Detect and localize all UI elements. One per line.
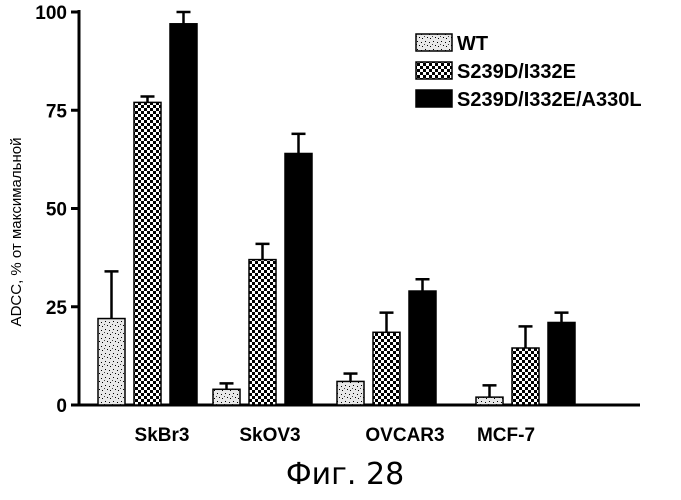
bar-mcf-7-s239d-i332e-a330l xyxy=(548,322,575,405)
bar-skov3-s239d-i332e xyxy=(249,260,276,405)
legend-label: S239D/I332E/A330L xyxy=(457,89,642,111)
legend-label: S239D/I332E xyxy=(457,61,576,83)
y-tick-label: 0 xyxy=(56,396,67,417)
figure-caption: Фиг. 28 xyxy=(286,457,404,492)
y-tick-label: 50 xyxy=(46,200,67,221)
x-tick-label: OVCAR3 xyxy=(365,425,444,446)
bar-ovcar3-s239d-i332e-a330l xyxy=(409,291,436,405)
legend-swatch xyxy=(416,62,452,79)
y-axis-label: ADCC, % от максимальной xyxy=(8,138,25,327)
y-tick-label: 25 xyxy=(46,298,68,319)
x-tick-label: SkBr3 xyxy=(135,425,190,446)
bar-ovcar3-s239d-i332e xyxy=(373,332,400,405)
legend-swatch xyxy=(416,34,452,51)
legend-label: WT xyxy=(457,33,488,55)
bar-skbr3-wt xyxy=(98,319,125,405)
bar-mcf-7-wt xyxy=(476,397,503,405)
y-tick-label: 100 xyxy=(35,3,67,24)
bar-skov3-s239d-i332e-a330l xyxy=(285,153,312,405)
bar-mcf-7-s239d-i332e xyxy=(512,348,539,405)
bar-skbr3-s239d-i332e-a330l xyxy=(170,24,197,405)
bar-skov3-wt xyxy=(213,389,240,405)
y-ticks: 0 25 50 75 100 xyxy=(35,3,79,417)
y-tick-label: 75 xyxy=(46,101,68,122)
x-labels: SkBr3 SkOV3 OVCAR3 MCF-7 xyxy=(135,425,535,446)
bar-ovcar3-wt xyxy=(337,381,364,405)
legend: WT S239D/I332E S239D/I332E/A330L xyxy=(416,33,642,111)
legend-swatch xyxy=(416,90,452,107)
x-tick-label: SkOV3 xyxy=(239,425,300,446)
x-tick-label: MCF-7 xyxy=(477,425,535,446)
bar-skbr3-s239d-i332e xyxy=(134,102,161,405)
